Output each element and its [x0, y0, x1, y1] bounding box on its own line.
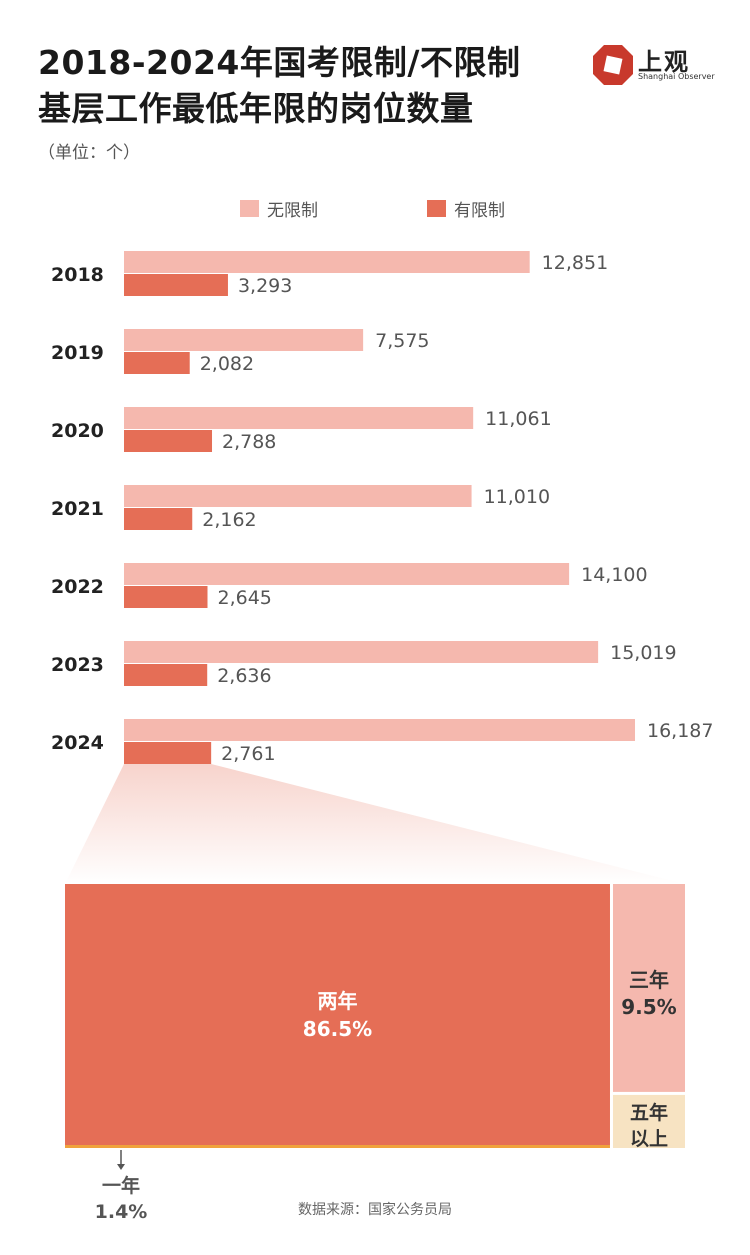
- treemap-value-three-years: 9.5%: [621, 995, 676, 1019]
- data-label-limited-2018: 3,293: [238, 275, 292, 297]
- data-label-limited-2023: 2,636: [217, 665, 271, 687]
- bar-limited-2020: [124, 430, 213, 452]
- chart-title: 2018-2024年国考限制/不限制 基层工作最低年限的岗位数量: [38, 40, 520, 132]
- logo-mark-icon: [593, 45, 633, 85]
- funnel-connector: [65, 764, 685, 884]
- logo-text-cn: 上观: [638, 48, 690, 76]
- treemap-label-three-years: 三年: [629, 968, 669, 992]
- bar-limited-2018: [124, 274, 228, 296]
- bar-limited-2024: [124, 742, 212, 764]
- data-label-limited-2021: 2,162: [202, 509, 256, 531]
- treemap-cell-one-year: [65, 1145, 610, 1148]
- title-line-1: 2018-2024年国考限制/不限制: [38, 43, 521, 82]
- data-label-limited-2020: 2,788: [222, 431, 276, 453]
- treemap-cell-three-years: [612, 884, 685, 1092]
- bar-unlimited-2018: [124, 251, 530, 273]
- data-label-unlimited-2019: 7,575: [375, 330, 429, 352]
- treemap-cell-five-plus-years: [612, 1094, 685, 1148]
- legend-item-unlimited: 无限制: [240, 196, 318, 221]
- title-line-2: 基层工作最低年限的岗位数量: [38, 89, 474, 128]
- shanghai-observer-logo: 上观 Shanghai Observer: [592, 40, 717, 90]
- category-label-2019: 2019: [51, 342, 104, 364]
- category-label-2023: 2023: [51, 654, 104, 676]
- data-label-unlimited-2024: 16,187: [647, 720, 713, 742]
- data-label-limited-2022: 2,645: [217, 587, 271, 609]
- bar-limited-2021: [124, 508, 193, 530]
- bar-unlimited-2023: [124, 641, 599, 663]
- data-label-unlimited-2020: 11,061: [485, 408, 551, 430]
- treemap-label-two-years: 两年: [317, 989, 357, 1013]
- category-label-2020: 2020: [51, 420, 104, 442]
- data-label-unlimited-2018: 12,851: [542, 252, 608, 274]
- unit-label: （单位：个）: [38, 143, 140, 163]
- data-label-unlimited-2023: 15,019: [610, 642, 676, 664]
- data-label-unlimited-2021: 11,010: [484, 486, 550, 508]
- bar-unlimited-2020: [124, 407, 474, 429]
- legend-label-limited: 有限制: [454, 201, 505, 221]
- category-label-2021: 2021: [51, 498, 104, 520]
- category-label-2018: 2018: [51, 264, 104, 286]
- bar-limited-2023: [124, 664, 208, 686]
- data-label-limited-2024: 2,761: [221, 743, 275, 765]
- treemap-cell-two-years: [65, 884, 610, 1145]
- bar-unlimited-2019: [124, 329, 364, 351]
- one-year-arrow-head: [117, 1164, 125, 1170]
- bar-unlimited-2021: [124, 485, 472, 507]
- legend-item-limited: 有限制: [427, 196, 505, 221]
- bar-unlimited-2022: [124, 563, 570, 585]
- bar-limited-2022: [124, 586, 208, 608]
- source-note: 数据来源：国家公务员局: [298, 1202, 452, 1218]
- treemap-label-five-plus-line1: 五年: [630, 1101, 668, 1124]
- bar-limited-2019: [124, 352, 190, 374]
- bar-unlimited-2024: [124, 719, 635, 741]
- treemap-label-one-year: 一年: [102, 1174, 140, 1197]
- legend-swatch-unlimited: [240, 200, 259, 217]
- treemap-value-two-years: 86.5%: [303, 1017, 372, 1041]
- treemap-value-one-year: 1.4%: [95, 1201, 148, 1223]
- treemap-label-five-plus-line2: 以上: [630, 1128, 668, 1150]
- logo-text-en: Shanghai Observer: [638, 72, 715, 81]
- data-label-limited-2019: 2,082: [200, 353, 254, 375]
- category-label-2024: 2024: [51, 732, 104, 754]
- data-label-unlimited-2022: 14,100: [581, 564, 647, 586]
- legend-swatch-limited: [427, 200, 446, 217]
- category-label-2022: 2022: [51, 576, 104, 598]
- legend-label-unlimited: 无限制: [267, 201, 318, 221]
